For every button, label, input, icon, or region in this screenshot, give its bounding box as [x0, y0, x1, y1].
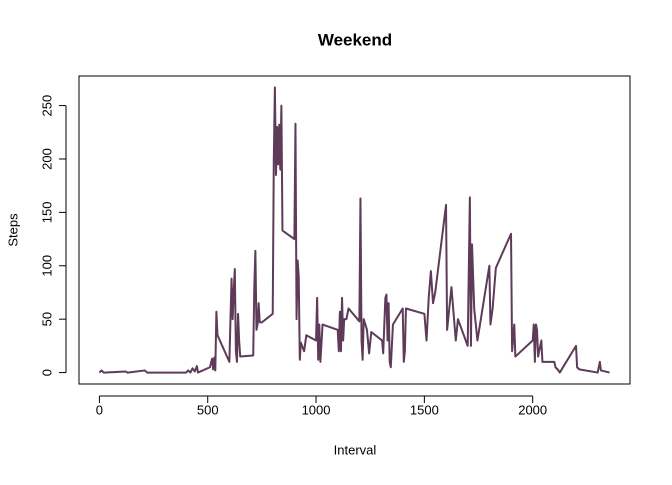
y-tick-label: 150	[39, 202, 54, 224]
plot-frame	[78, 75, 631, 385]
x-axis-label: Interval	[334, 442, 377, 457]
y-tick-label: 100	[39, 255, 54, 277]
x-tick-label: 0	[96, 402, 103, 417]
y-axis-label: Steps	[5, 213, 20, 247]
chart-title: Weekend	[318, 30, 392, 49]
x-tick-label: 1000	[302, 402, 331, 417]
data-line	[98, 86, 610, 374]
y-tick-label: 200	[39, 148, 54, 170]
x-tick-label: 2000	[518, 402, 547, 417]
y-tick-label: 250	[39, 95, 54, 117]
x-tick-label: 1500	[410, 402, 439, 417]
x-tick-label: 500	[197, 402, 219, 417]
y-tick-label: 50	[39, 312, 54, 326]
y-tick-label: 0	[39, 369, 54, 376]
